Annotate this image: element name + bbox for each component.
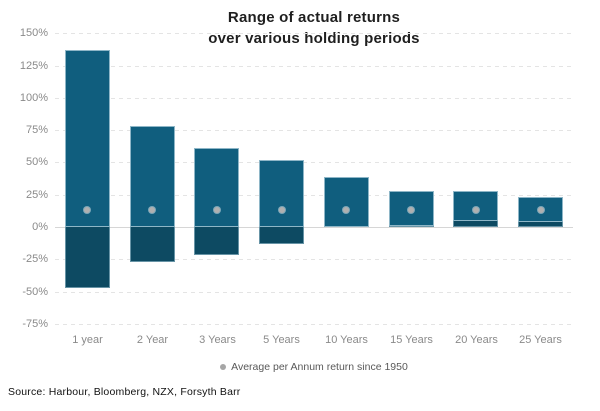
chart-legend: Average per Annum return since 1950 <box>55 361 573 373</box>
bar-range-20-years <box>453 191 498 221</box>
y-axis-tick-label: 125% <box>19 60 48 72</box>
bar-min-segment-1-year <box>65 227 110 288</box>
y-axis-tick-label: -75% <box>22 318 48 330</box>
gridline <box>55 292 573 293</box>
average-return-dot-5-years <box>279 207 285 213</box>
average-return-dot-20-years <box>473 207 479 213</box>
y-axis-tick-label: 100% <box>19 92 48 104</box>
x-axis-label-3-years: 3 Years <box>199 334 236 346</box>
gridline <box>55 195 573 196</box>
gridline <box>55 324 573 325</box>
source-note: Source: Harbour, Bloomberg, NZX, Forsyth… <box>8 386 241 398</box>
bar-range-1-year <box>65 50 110 227</box>
average-return-dot-2-year <box>149 207 155 213</box>
x-axis-label-10-years: 10 Years <box>325 334 368 346</box>
gridline <box>55 66 573 67</box>
x-axis-label-5-years: 5 Years <box>263 334 300 346</box>
gridline <box>55 98 573 99</box>
gridline <box>55 162 573 163</box>
legend-dot-icon <box>220 364 227 370</box>
bar-min-segment-3-years <box>194 227 239 255</box>
average-return-dot-3-years <box>214 207 220 213</box>
y-axis-tick-label: 25% <box>25 189 48 201</box>
chart-title-line2: over various holding periods <box>208 30 420 47</box>
average-return-dot-25-years <box>538 207 544 213</box>
x-axis-label-1-year: 1 year <box>72 334 103 346</box>
bar-min-segment-2-year <box>130 227 175 262</box>
bar-range-3-years <box>194 148 239 227</box>
x-axis-label-20-years: 20 Years <box>455 334 498 346</box>
gridline <box>55 259 573 260</box>
bar-min-segment-25-years <box>518 222 563 227</box>
chart-title: Range of actual returns over various hol… <box>55 7 573 49</box>
y-axis-tick-label: 75% <box>25 124 48 136</box>
gridline <box>55 130 573 131</box>
gridline <box>55 33 573 34</box>
average-return-dot-1-year <box>84 207 90 213</box>
bar-min-segment-20-years <box>453 221 498 227</box>
x-axis-label-2-year: 2 Year <box>136 334 169 346</box>
bar-min-segment-5-years <box>259 227 304 244</box>
bar-range-10-years <box>324 177 369 227</box>
y-axis-tick-label: -50% <box>22 286 48 298</box>
y-axis-tick-label: -25% <box>22 253 48 265</box>
x-axis-label-15-years: 15 Years <box>390 334 433 346</box>
bar-min-segment-15-years <box>389 226 434 227</box>
bar-range-15-years <box>389 191 434 226</box>
zero-axis-line <box>55 227 573 228</box>
bar-range-5-years <box>259 160 304 227</box>
average-return-dot-10-years <box>343 207 349 213</box>
chart-title-line1: Range of actual returns <box>227 9 401 26</box>
average-return-dot-15-years <box>408 207 414 213</box>
y-axis-tick-label: 0% <box>32 221 48 233</box>
legend-label: Average per Annum return since 1950 <box>231 361 408 373</box>
y-axis-tick-label: 150% <box>19 27 48 39</box>
y-axis-tick-label: 50% <box>25 156 48 168</box>
x-axis-label-25-years: 25 Years <box>519 334 562 346</box>
